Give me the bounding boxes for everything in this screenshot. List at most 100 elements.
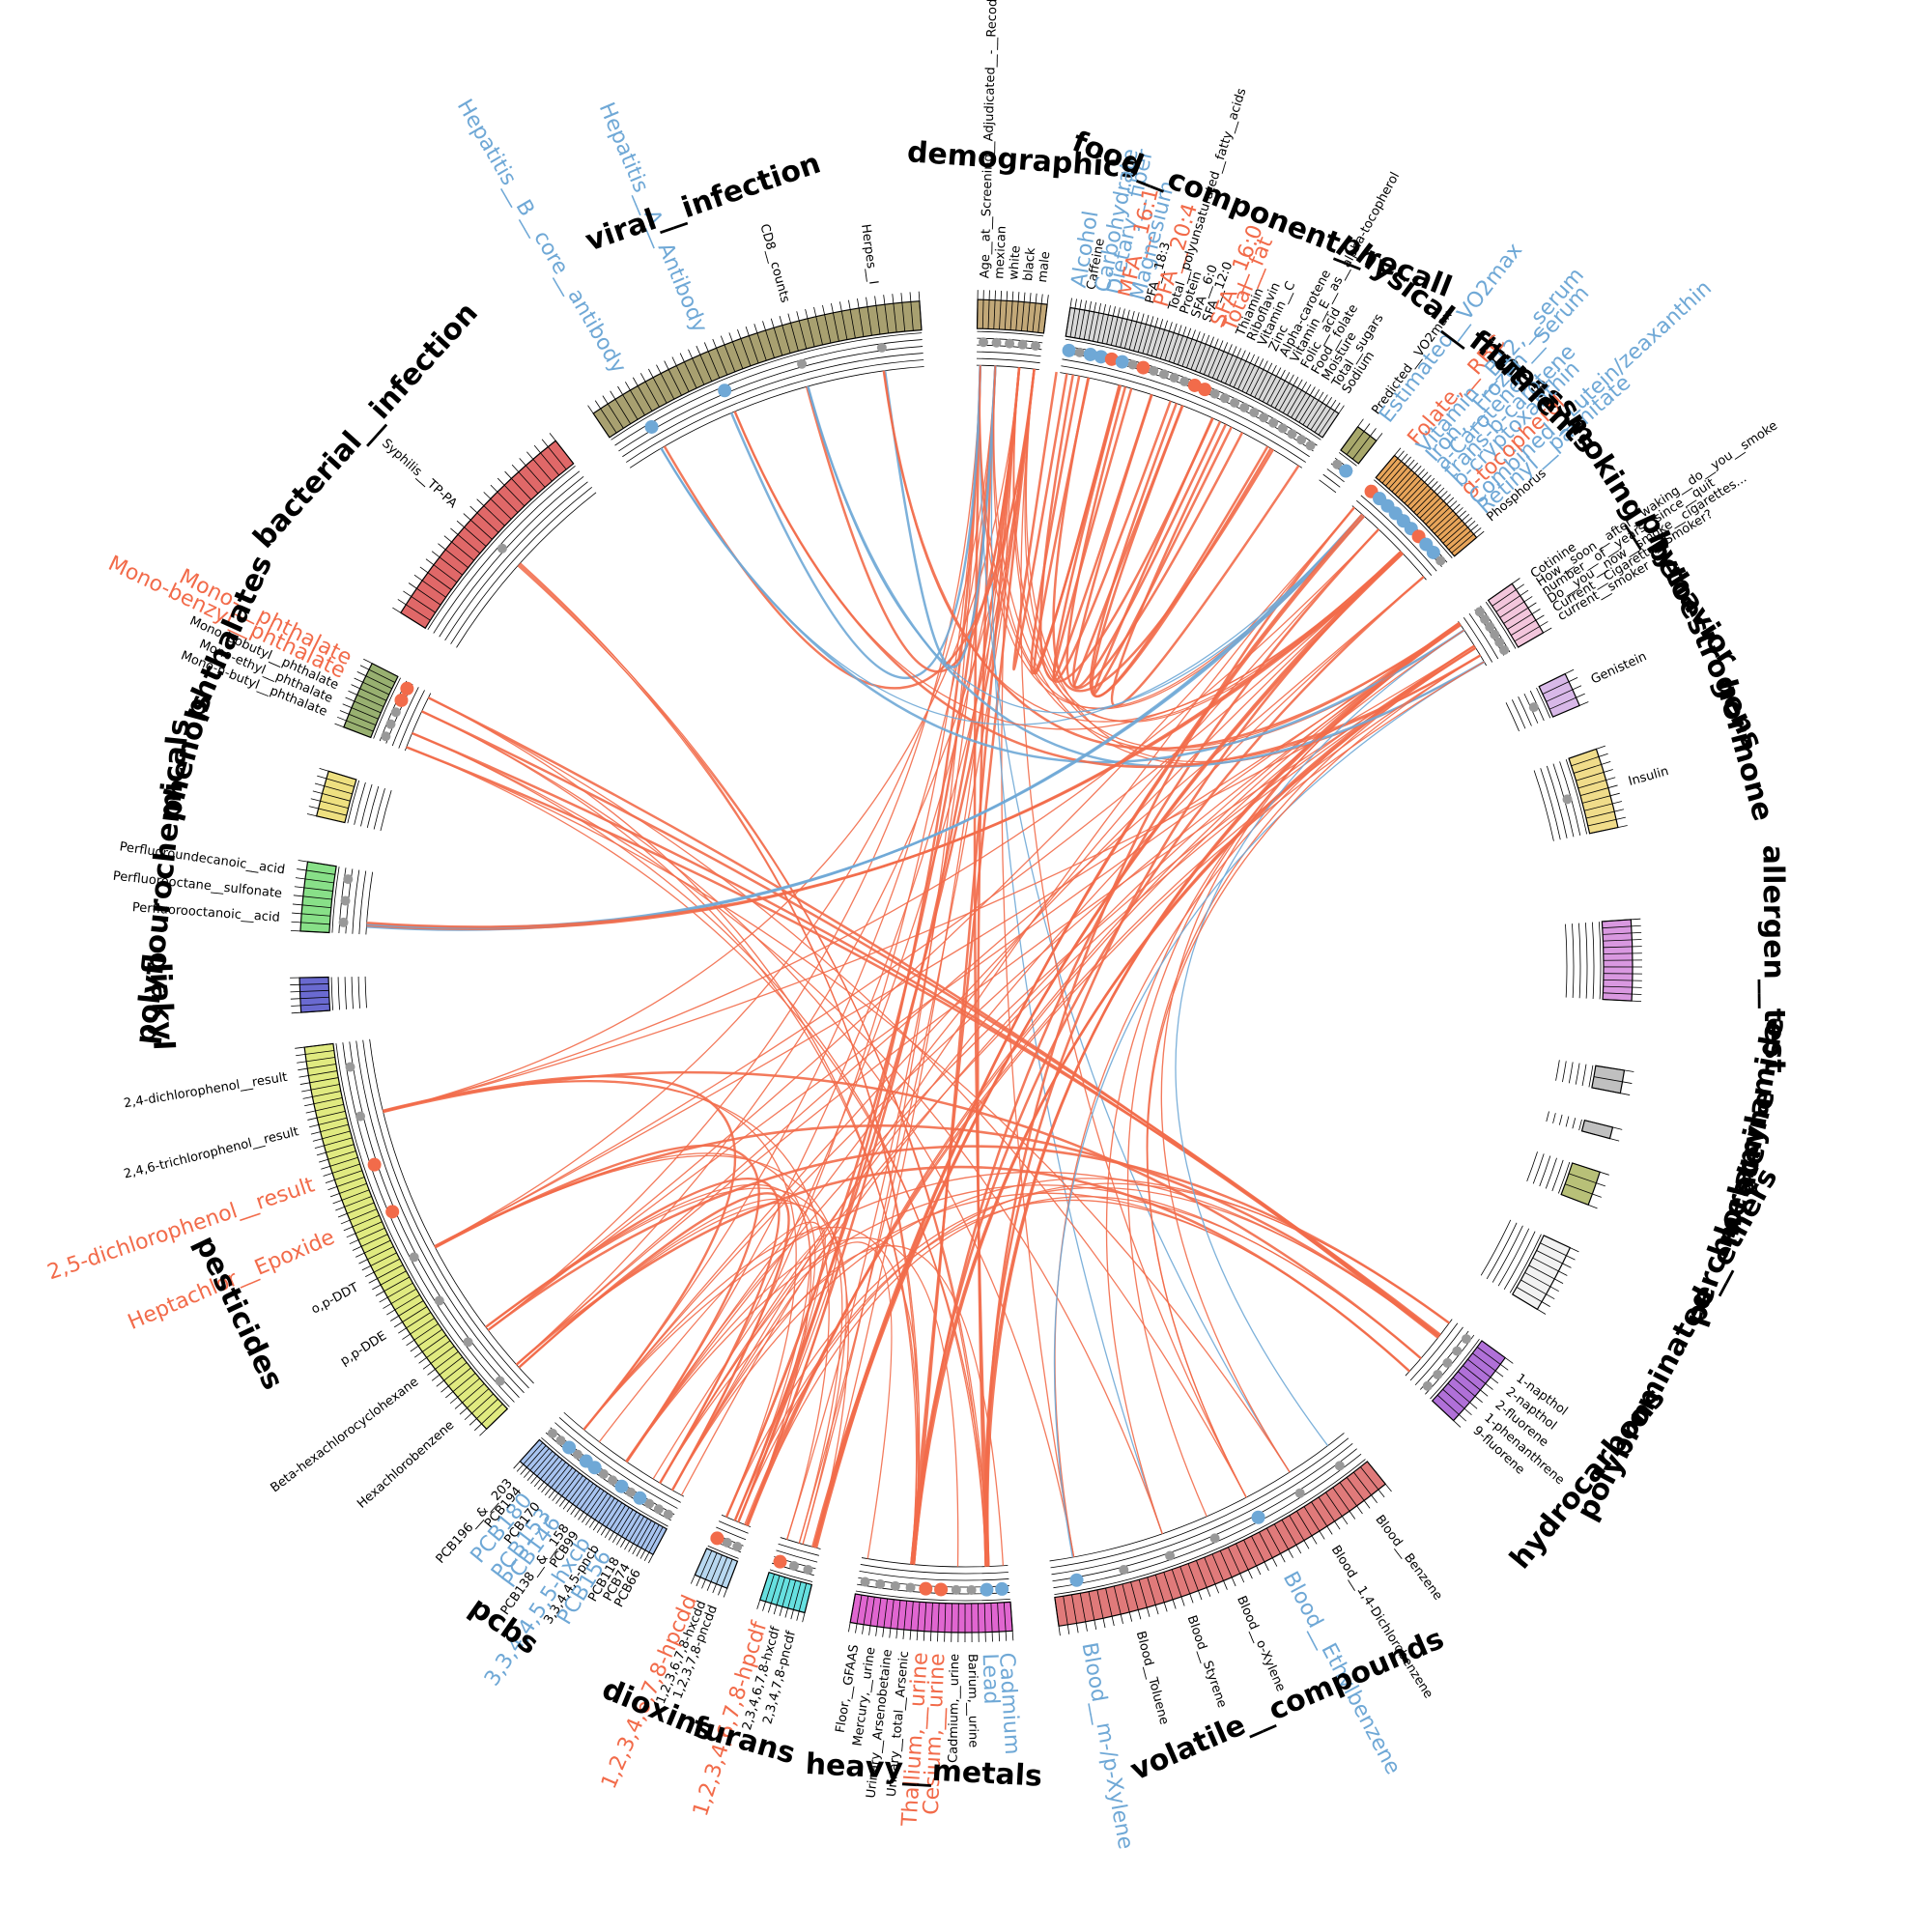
bar-tick [1298,388,1321,423]
bar-tick [983,1603,986,1642]
scale-arc [977,351,1041,357]
bar-tick [329,1182,367,1198]
scale-arc [1562,1061,1567,1083]
variable-dot [497,543,507,554]
variable-dot [1339,464,1353,478]
variable-dot [934,1582,949,1597]
bar-tick [610,390,632,424]
scale-arc [545,1432,672,1521]
association-edge [1147,654,1481,1498]
bar-tick [339,710,377,725]
bar-tick [756,1572,770,1609]
bar-tick [1229,350,1246,386]
bar-tick [696,1550,713,1587]
category-label: hormone [1709,675,1780,824]
variable-label: Cadmium [994,1652,1024,1755]
bar-tick [604,1504,626,1539]
bar-tick [295,1043,333,1049]
association-edge [406,746,989,1567]
bar-tick [706,1554,723,1591]
bar-tick [1520,1279,1555,1300]
bar-tick [314,1137,353,1150]
variable-dot [1435,555,1446,566]
scale-arc [1374,479,1453,558]
scale-arc [1338,452,1357,467]
scale-arc [1458,621,1488,667]
bar-tick [1581,1130,1620,1142]
bar-tick [476,498,505,526]
bar-tick [1088,1591,1097,1630]
scale-arc [1546,765,1568,838]
bar-tick [909,292,914,331]
scale-arc [855,1590,1010,1602]
association-edge [671,506,1355,1491]
bar-tick [1439,514,1470,541]
scale-arc [1551,1159,1564,1192]
scale-arc [1599,922,1602,1000]
association-edge [383,1075,737,1431]
scale-arc [611,332,923,440]
variable-dot [434,1295,444,1306]
association-edge [582,365,997,1431]
association-edge [680,1236,840,1522]
bar-tick [1398,469,1425,498]
bar-tick [1133,313,1145,352]
bar-tick [511,464,539,495]
bar-tick [1142,316,1154,354]
association-edge [485,1187,843,1544]
bar-tick [1178,327,1192,365]
bar-tick [1220,346,1237,383]
variable-label: CD8__counts [756,222,792,304]
variable-dot [1452,1346,1463,1356]
association-edge [990,365,1163,1535]
scale-arc [1463,616,1493,663]
association-edge [1052,384,1172,681]
bar-tick [1208,340,1224,377]
bar-tick [1004,291,1009,330]
scale-arc [1578,1119,1582,1131]
association-edge [652,1233,838,1526]
bar-tick [541,1462,566,1493]
bar-tick [307,1110,346,1121]
bar-tick [312,790,351,802]
scale-arc [1480,605,1511,653]
bar-tick [298,1070,338,1078]
bar-tick [1339,1482,1363,1515]
bar-tick [625,382,645,416]
bar-tick [1358,433,1383,465]
scale-arc [1409,1322,1459,1381]
scale-arc [1492,1225,1523,1283]
category-viral [587,291,924,469]
variable-dot [722,1537,732,1548]
association-edge [807,385,1486,768]
scale-arc [622,353,923,458]
scale-arc [391,687,419,747]
scale-arc [337,977,340,1010]
variable-dot [1198,383,1212,397]
scale-arc [1565,1116,1570,1127]
scale-arc [1540,768,1561,840]
variable-dot [572,1449,582,1460]
bar-tick [570,1483,594,1516]
variable-dot [340,895,351,906]
bar-tick [1003,1602,1008,1641]
bar-tick [1065,298,1072,337]
scale-arc [1585,923,1588,999]
bar-tick [1514,621,1548,642]
variable-dot [951,1584,961,1595]
variable-dot [1332,459,1343,469]
association-edge [734,1199,1410,1521]
bar-tick [302,1091,341,1099]
bar-tick [413,1334,447,1358]
bar-tick [1591,1087,1631,1095]
bar-tick [1122,1583,1133,1622]
bar-tick [456,520,487,547]
bar-tick [1163,1572,1177,1609]
scale-arc [1405,1319,1453,1377]
bar-tick [671,356,690,392]
variable-dot [625,1487,636,1497]
bar-tick [773,1577,785,1615]
bar-tick [582,1490,605,1523]
category-food [1060,298,1345,469]
bar-tick [386,1294,420,1316]
